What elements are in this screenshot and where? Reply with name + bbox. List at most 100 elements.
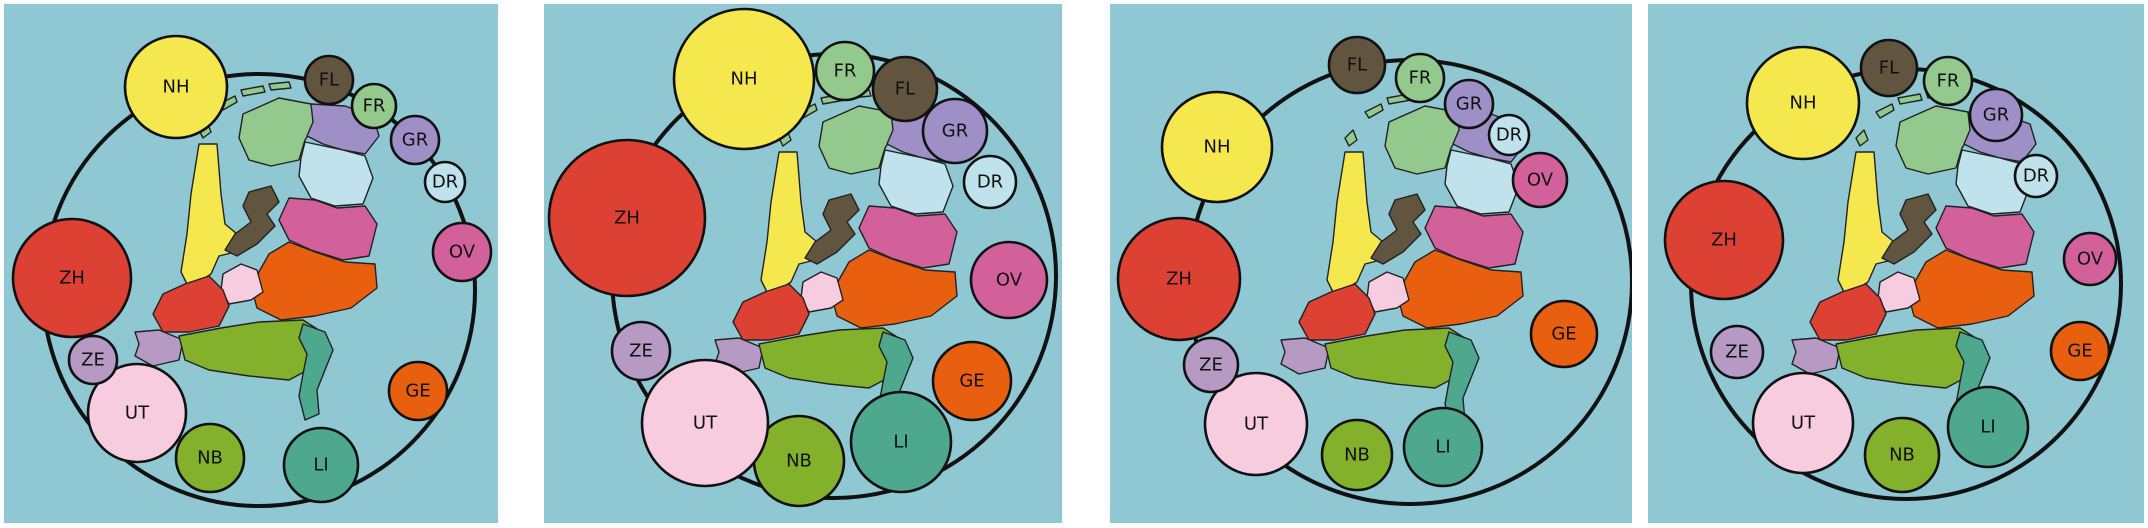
province-bubble-ut: [1751, 371, 1855, 475]
map-region-li: [298, 323, 334, 421]
province-bubble-ze: [1709, 324, 1765, 380]
province-label-ov: OV: [449, 242, 476, 263]
province-label-dr: DR: [432, 172, 458, 193]
province-label-fl: FL: [895, 79, 915, 100]
province-bubble-gr: [1968, 87, 2024, 143]
province-label-nb: NB: [1889, 445, 1915, 466]
province-bubble-dr: [1487, 113, 1531, 157]
netherlands-map: [1280, 89, 1526, 429]
cartogram-panel-1: NH FL FR GR DR OV GE LI NB UT ZE ZH: [4, 4, 498, 523]
province-label-dr: DR: [2023, 166, 2049, 187]
province-bubble-li: [1946, 385, 2030, 469]
province-bubble-nb: [1863, 416, 1941, 494]
wadden-island: [1897, 93, 1923, 105]
province-label-fl: FL: [1347, 55, 1367, 76]
province-bubble-ze: [610, 320, 672, 382]
map-region-fr: [1384, 105, 1462, 175]
province-label-fl: FL: [319, 70, 339, 91]
province-bubble-ov: [2062, 231, 2118, 287]
map-region-fl: [224, 185, 280, 257]
province-label-ut: UT: [1791, 413, 1816, 434]
map-region-nh: [180, 143, 238, 289]
province-bubble-nh: [1160, 90, 1274, 204]
province-label-gr: GR: [402, 130, 428, 151]
province-label-ge: GE: [959, 371, 984, 392]
map-region-ge: [1907, 249, 2035, 329]
wadden-island: [1855, 129, 1869, 147]
province-bubble-ov: [969, 240, 1049, 320]
province-label-ze: ZE: [629, 341, 653, 362]
province-label-li: LI: [313, 455, 328, 476]
wadden-island: [268, 81, 292, 91]
province-label-ze: ZE: [1725, 342, 1749, 363]
province-label-nh: NH: [1790, 93, 1817, 114]
province-label-fr: FR: [363, 96, 386, 117]
province-bubble-gr: [389, 114, 441, 166]
province-label-fr: FR: [1409, 68, 1432, 89]
province-bubble-ge: [931, 340, 1013, 422]
province-label-nb: NB: [197, 448, 223, 469]
province-label-ze: ZE: [1199, 355, 1223, 376]
province-label-nb: NB: [1344, 445, 1370, 466]
map-region-ge: [1396, 249, 1524, 329]
province-bubble-ut: [640, 358, 770, 488]
map-region-nh: [1326, 151, 1384, 297]
province-label-ut: UT: [1244, 414, 1269, 435]
map-region-ov: [1935, 205, 2035, 269]
province-label-nb: NB: [786, 451, 812, 472]
province-bubble-nh: [1745, 45, 1861, 161]
province-bubble-dr: [2013, 153, 2059, 199]
province-bubble-ze: [1182, 336, 1240, 394]
map-region-fl: [1370, 193, 1426, 265]
province-bubble-ut: [86, 362, 188, 464]
province-label-ov: OV: [996, 270, 1023, 291]
province-bubble-nb: [1320, 418, 1394, 492]
province-bubble-nh: [123, 34, 229, 140]
map-region-dr: [878, 149, 954, 215]
province-label-zh: ZH: [614, 208, 640, 229]
province-bubble-ge: [387, 360, 449, 422]
map-region-zh: [732, 283, 810, 341]
province-label-gr: GR: [1456, 94, 1482, 115]
province-bubble-fr: [1922, 55, 1974, 107]
province-label-li: LI: [1980, 417, 1995, 438]
cartogram-panel-3: FL FR GR DR OV GE LI NB UT ZE ZH NH: [1110, 4, 1632, 523]
map-region-fl: [804, 193, 860, 265]
province-label-gr: GR: [1983, 105, 2009, 126]
province-label-li: LI: [1435, 437, 1450, 458]
province-bubble-ut: [1203, 371, 1309, 477]
province-label-ov: OV: [2077, 249, 2104, 270]
province-bubble-zh: [11, 217, 133, 339]
province-bubble-gr: [921, 97, 989, 165]
province-bubble-dr: [423, 160, 467, 204]
province-bubble-fr: [1394, 52, 1446, 104]
cartogram-panel-2: NH FR FL GR DR OV GE LI NB UT ZE ZH: [544, 4, 1062, 523]
province-bubble-ge: [1529, 299, 1599, 369]
wadden-island: [240, 85, 266, 97]
province-label-ut: UT: [693, 413, 718, 434]
province-bubble-dr: [962, 154, 1018, 210]
map-region-fr: [818, 105, 896, 175]
province-bubble-zh: [1663, 179, 1785, 301]
province-bubble-li: [282, 426, 360, 504]
map-region-ze: [1280, 337, 1330, 375]
province-bubble-li: [849, 390, 953, 494]
province-label-fr: FR: [1937, 71, 1960, 92]
map-region-ov: [858, 205, 958, 269]
province-label-gr: GR: [942, 121, 968, 142]
cartogram-svg: FL FR GR DR OV GE LI NB UT ZE ZH NH: [1648, 4, 2144, 523]
province-label-fr: FR: [834, 61, 857, 82]
province-bubble-ze: [67, 334, 119, 386]
province-label-zh: ZH: [1166, 269, 1192, 290]
province-label-ge: GE: [1551, 324, 1576, 345]
cartogram-panel-4: FL FR GR DR OV GE LI NB UT ZE ZH NH: [1648, 4, 2144, 523]
province-bubble-gr: [1443, 78, 1495, 130]
map-region-zh: [152, 275, 230, 333]
map-region-zh: [1809, 283, 1887, 341]
map-region-fl: [1881, 193, 1937, 265]
province-bubble-ge: [2049, 320, 2111, 382]
map-region-ze: [1791, 337, 1841, 375]
province-bubble-ov: [431, 221, 493, 283]
province-label-ut: UT: [125, 403, 150, 424]
